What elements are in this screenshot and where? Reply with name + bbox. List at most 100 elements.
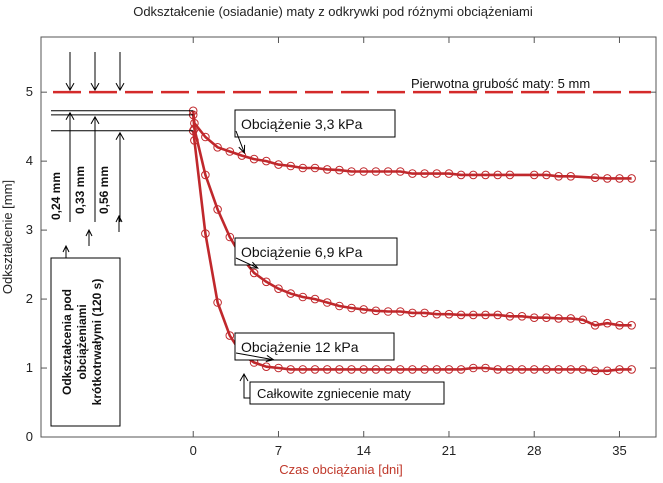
data-point xyxy=(262,362,271,372)
data-point xyxy=(249,154,259,164)
data-point xyxy=(505,365,515,374)
data-point xyxy=(444,365,454,374)
arrow-3-3-shaft xyxy=(235,130,245,154)
data-point xyxy=(627,174,636,183)
short-term-line-3: krótkotrwałymi (120 s) xyxy=(90,279,104,406)
x-tick-label: 28 xyxy=(527,443,541,458)
data-point xyxy=(310,365,320,374)
callouts xyxy=(234,109,445,405)
up-arrow-head xyxy=(90,115,100,125)
x-axis-label: Czas obciążania [dni] xyxy=(279,462,403,477)
data-point xyxy=(274,284,283,294)
data-point xyxy=(456,310,466,320)
callout-box-12 xyxy=(234,332,395,361)
y-tick-label: 5 xyxy=(26,84,33,99)
data-point xyxy=(456,365,466,374)
arrow-6-9-head xyxy=(249,261,259,269)
arrow-6-9-shaft xyxy=(235,257,258,269)
data-point xyxy=(298,163,308,173)
data-point xyxy=(213,143,222,152)
data-point xyxy=(371,306,381,316)
y-tick-label: 3 xyxy=(26,222,33,237)
data-point xyxy=(517,312,527,321)
label-arrow-head xyxy=(85,228,93,237)
data-point xyxy=(396,167,405,176)
data-point xyxy=(432,309,442,319)
callout-label-3-3: Obciążenie 3,3 kPa xyxy=(241,116,363,132)
data-point xyxy=(347,365,356,374)
data-point xyxy=(529,170,539,180)
down-arrow-head xyxy=(90,82,100,92)
data-point xyxy=(578,315,588,325)
data-point xyxy=(590,366,600,376)
data-point xyxy=(517,365,527,374)
short-term-line-2: obciążeniami xyxy=(75,304,89,379)
short-term-line-1: Odkształcenia pod xyxy=(60,289,74,395)
data-point xyxy=(542,170,551,180)
y-tick-label: 2 xyxy=(26,291,33,306)
callout-arrows xyxy=(235,130,275,399)
data-point xyxy=(249,268,259,278)
data-point xyxy=(481,170,490,180)
data-point xyxy=(615,174,624,183)
data-point xyxy=(190,136,199,145)
data-point xyxy=(566,314,576,323)
data-point xyxy=(603,174,612,183)
data-point xyxy=(359,167,369,176)
data-point xyxy=(627,321,636,330)
data-point xyxy=(322,298,332,307)
data-point xyxy=(298,292,308,302)
data-point xyxy=(225,232,235,242)
x-tick-label: 35 xyxy=(612,443,626,458)
data-point xyxy=(286,161,296,171)
data-point xyxy=(469,363,478,373)
data-point xyxy=(505,170,515,180)
data-point xyxy=(347,303,356,313)
data-point xyxy=(456,170,466,180)
data-point xyxy=(201,170,210,180)
arrow-3-3-head xyxy=(238,144,246,155)
short-term-box xyxy=(50,257,121,427)
data-point xyxy=(566,172,576,181)
data-point xyxy=(396,365,405,374)
data-point xyxy=(383,307,393,316)
data-point xyxy=(213,298,222,307)
data-point xyxy=(201,229,210,238)
data-point xyxy=(213,205,222,214)
data-point xyxy=(274,160,283,169)
data-point xyxy=(335,301,344,311)
data-point xyxy=(603,318,612,328)
data-point xyxy=(493,170,503,180)
y-tick-label: 0 xyxy=(26,429,33,444)
data-point xyxy=(590,173,600,182)
data-point xyxy=(469,310,478,320)
data-point xyxy=(383,167,393,176)
callout-box-6-9 xyxy=(234,237,398,266)
data-point xyxy=(432,169,442,178)
data-point xyxy=(359,305,369,314)
data-point xyxy=(408,169,417,178)
data-point xyxy=(554,314,563,323)
down-arrow-head xyxy=(65,82,75,92)
arrow-crush-head xyxy=(239,372,249,382)
data-point xyxy=(627,365,636,374)
data-point xyxy=(481,363,490,373)
data-point xyxy=(310,294,320,304)
data-point xyxy=(225,147,235,156)
data-point xyxy=(286,289,296,298)
data-point xyxy=(298,365,308,374)
data-point xyxy=(493,310,503,320)
data-point xyxy=(359,365,369,374)
data-point xyxy=(322,365,332,374)
callout-label-12: Obciążenie 12 kPa xyxy=(241,339,359,355)
plot-frame xyxy=(40,36,657,438)
x-tick-label: 14 xyxy=(356,443,370,458)
data-point xyxy=(396,307,405,316)
data-point xyxy=(444,309,454,319)
data-point xyxy=(371,167,381,176)
data-point xyxy=(578,365,588,374)
data-point xyxy=(542,313,551,323)
up-arrow-head xyxy=(115,131,125,141)
data-point xyxy=(371,365,381,374)
